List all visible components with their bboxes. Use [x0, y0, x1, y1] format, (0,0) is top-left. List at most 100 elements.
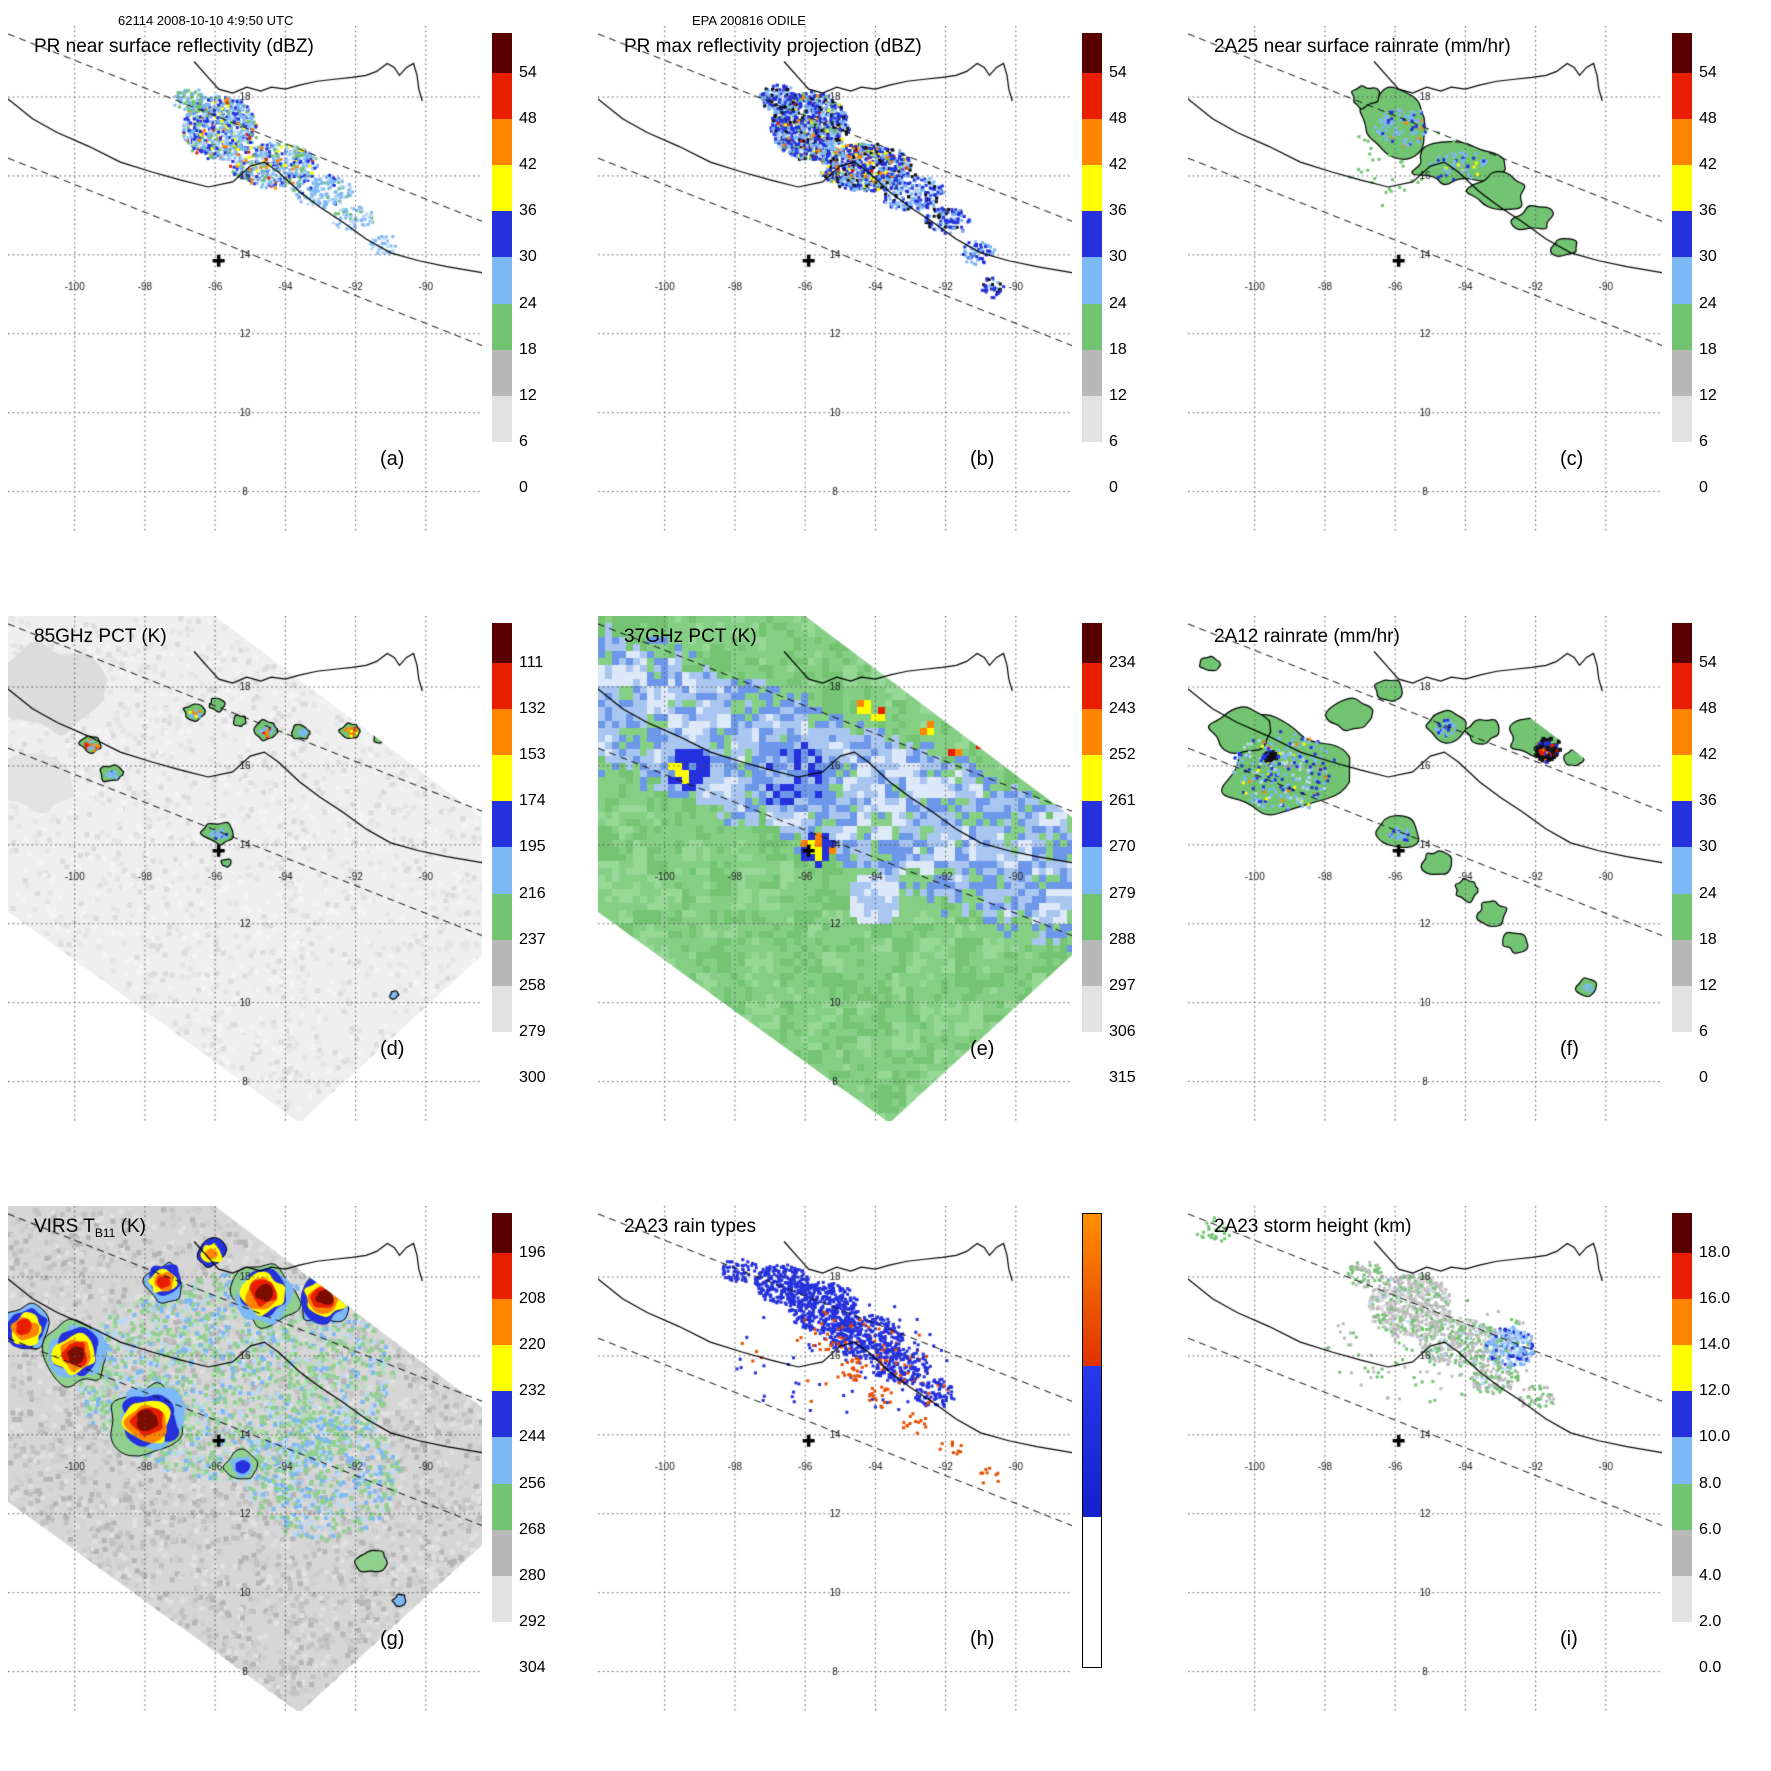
panel-letter: (f) — [1560, 1038, 1579, 1060]
colorbar-tick-label: 195 — [519, 838, 546, 856]
colorbar-segment — [492, 119, 512, 166]
colorbar-tick-label: 36 — [1699, 202, 1717, 220]
colorbar-segment — [1672, 1575, 1692, 1622]
colorbar-tick-label: 18 — [519, 340, 537, 358]
colorbar-segment — [492, 1391, 512, 1438]
colorbar-segment — [1082, 395, 1102, 442]
colorbar-segment — [1672, 893, 1692, 940]
colorbar-segment — [1672, 1483, 1692, 1530]
colorbar-segment — [492, 1437, 512, 1484]
colorbar-segment — [492, 939, 512, 986]
colorbar-segment — [492, 1529, 512, 1576]
panel-title: VIRS TB11 (K) — [34, 1216, 146, 1240]
colorbar-tick-label: 18 — [1699, 340, 1717, 358]
colorbar-tick-label: 288 — [1109, 930, 1136, 948]
map-canvas-g — [8, 1206, 482, 1711]
colorbar-tick-label: 54 — [1699, 654, 1717, 671]
colorbar-tick-label: 12 — [1699, 386, 1717, 404]
colorbar-tick-label: 36 — [1699, 792, 1717, 810]
colorbar-tick-label: 36 — [1109, 202, 1127, 220]
colorbar-segment — [1672, 349, 1692, 396]
panel-title: 2A25 near surface rainrate (mm/hr) — [1214, 36, 1511, 60]
colorbar-tick-label: 12 — [1699, 976, 1717, 994]
colorbar-tick-label: 48 — [1699, 110, 1717, 128]
colorbar-refl: 54 48 42 36 30 24 18 12 6 0 — [1672, 623, 1717, 1086]
colorbar-segment — [1082, 257, 1102, 304]
colorbar-segment — [1082, 801, 1102, 848]
colorbar-tick-label: 54 — [1699, 64, 1717, 81]
map-canvas-h — [598, 1206, 1072, 1711]
colorbar-cap — [492, 1213, 512, 1253]
colorbar-tick-label: 243 — [1109, 700, 1136, 718]
panel-d: 85GHz PCT (K) (d) 111 132 153 174 195 216 237 258… — [0, 590, 590, 1180]
colorbar-refl: 54 48 42 36 30 24 18 12 6 0 — [1672, 33, 1717, 496]
colorbar-tick-label: 18 — [1699, 930, 1717, 948]
orbit-timestamp-header: 62114 2008-10-10 4:9:50 UTC — [118, 13, 294, 28]
colorbar-tick-label: 36 — [519, 202, 537, 220]
colorbar-tick-label: 30 — [1699, 838, 1717, 856]
colorbar-segment — [1083, 1517, 1101, 1667]
colorbar-segment — [1082, 165, 1102, 212]
colorbar-segment — [492, 893, 512, 940]
colorbar-segment — [1082, 847, 1102, 894]
colorbar-tick-label: 252 — [1109, 746, 1136, 764]
colorbar-tick-label: 174 — [519, 792, 546, 810]
colorbar-tick-label: 24 — [519, 294, 537, 312]
panel-letter: (a) — [380, 448, 405, 470]
colorbar-tick-label: 48 — [1109, 110, 1127, 128]
colorbar-tick-label: 196 — [519, 1244, 546, 1261]
colorbar-segment — [1672, 257, 1692, 304]
colorbar-segment — [1672, 1437, 1692, 1484]
panel-letter: (h) — [970, 1628, 995, 1650]
colorbar-tick-label: 6 — [1699, 1022, 1708, 1040]
colorbar-segment — [1672, 1299, 1692, 1346]
colorbar-tick-label: 111 — [519, 654, 544, 671]
colorbar-segment — [1672, 709, 1692, 756]
panel-h: 2A23 rain types (h) ConvStratN/A — [590, 1180, 1180, 1770]
colorbar-cap — [492, 33, 512, 73]
colorbar-tick-label: 279 — [519, 1022, 546, 1040]
colorbar-refl: 54 48 42 36 30 24 18 12 6 0 — [1082, 33, 1127, 496]
colorbar-tick-label: 261 — [1109, 792, 1136, 810]
panel-letter: (b) — [970, 448, 995, 470]
colorbar-tick-label: 12.0 — [1699, 1382, 1731, 1400]
panel-title-text: 2A23 rain types — [624, 1216, 757, 1237]
colorbar-raintypes: ConvStratN/A — [1082, 1213, 1102, 1668]
colorbar-tick-label: 48 — [519, 110, 537, 128]
colorbar-segment — [1672, 847, 1692, 894]
panel-letter: (i) — [1560, 1628, 1578, 1650]
colorbar-segment — [1082, 709, 1102, 756]
colorbar-segment — [1672, 1253, 1692, 1300]
panel-c: 2A25 near surface rainrate (mm/hr) (c) 54 4… — [1180, 0, 1770, 590]
panel-title: 37GHz PCT (K) — [624, 626, 757, 650]
colorbar-segment — [1672, 73, 1692, 120]
colorbar-tick-label: 153 — [519, 746, 546, 764]
colorbar-segment — [492, 1253, 512, 1300]
colorbar-segment — [492, 73, 512, 120]
colorbar-tick-label: 10.0 — [1699, 1428, 1731, 1446]
colorbar-segment — [492, 1621, 512, 1668]
colorbar-tick-label: 237 — [519, 930, 546, 948]
map-canvas-i — [1188, 1206, 1662, 1711]
colorbar-segment — [1082, 663, 1102, 710]
colorbar-segment — [492, 257, 512, 304]
colorbar-segment — [1082, 893, 1102, 940]
colorbar-tick-label: 279 — [1109, 884, 1136, 902]
colorbar-tick-label: 0 — [519, 478, 528, 496]
colorbar-tick-label: 306 — [1109, 1022, 1136, 1040]
colorbar-tick-label: 0 — [1699, 478, 1708, 496]
colorbar-segment — [492, 1483, 512, 1530]
panel-title-subscript: B11 — [94, 1225, 116, 1240]
colorbar-segment — [492, 211, 512, 258]
colorbar-tick-label: 30 — [519, 248, 537, 266]
colorbar-segment — [1672, 395, 1692, 442]
colorbar-segment — [492, 1031, 512, 1078]
colorbar-tick-label: 12 — [1109, 386, 1127, 404]
colorbar-tick-label: 258 — [519, 976, 546, 994]
colorbar-tick-label: 24 — [1109, 294, 1127, 312]
colorbar-tick-label: 18.0 — [1699, 1244, 1731, 1261]
colorbar-tick-label: 220 — [519, 1336, 546, 1354]
colorbar-segment — [492, 165, 512, 212]
colorbar-cap — [1672, 33, 1692, 73]
